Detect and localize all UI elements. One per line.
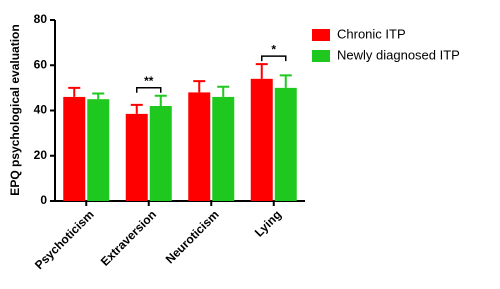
- error-bar: [279, 74, 292, 88]
- legend-label: Chronic ITP: [337, 26, 406, 41]
- x-tick-label: Lying: [252, 207, 284, 239]
- bar: [212, 96, 235, 201]
- error-bar: [255, 63, 268, 79]
- legend-label: Newly diagnosed ITP: [337, 47, 460, 62]
- bar: [63, 96, 86, 201]
- legend-swatch: [312, 29, 330, 41]
- error-bar: [130, 103, 143, 114]
- error-bar: [217, 85, 230, 97]
- y-tick-label: 40: [34, 103, 48, 117]
- bar: [149, 105, 172, 201]
- y-tick-label: 0: [40, 193, 47, 207]
- error-bar: [193, 80, 206, 93]
- legend-swatch: [312, 50, 330, 62]
- error-bar: [92, 92, 105, 100]
- y-tick-label: 20: [34, 148, 48, 162]
- error-bar: [68, 86, 81, 97]
- y-tick-label: 60: [34, 57, 48, 71]
- significance-label: *: [271, 42, 276, 56]
- x-tick-label: Extraversion: [98, 207, 159, 268]
- significance-bracket: [136, 87, 162, 93]
- x-tick-label: Psychoticism: [32, 207, 97, 272]
- significance-bracket: [261, 55, 287, 62]
- bar: [250, 78, 273, 201]
- significance-label: **: [144, 74, 154, 88]
- bar: [274, 87, 297, 201]
- error-bar: [154, 94, 167, 106]
- y-axis-label: EPQ psychological evaluation: [8, 24, 22, 195]
- x-tick-label: Neuroticism: [163, 207, 222, 266]
- y-tick-label: 80: [34, 12, 48, 26]
- bar: [87, 99, 110, 201]
- bar: [125, 113, 148, 201]
- bar: [188, 92, 211, 201]
